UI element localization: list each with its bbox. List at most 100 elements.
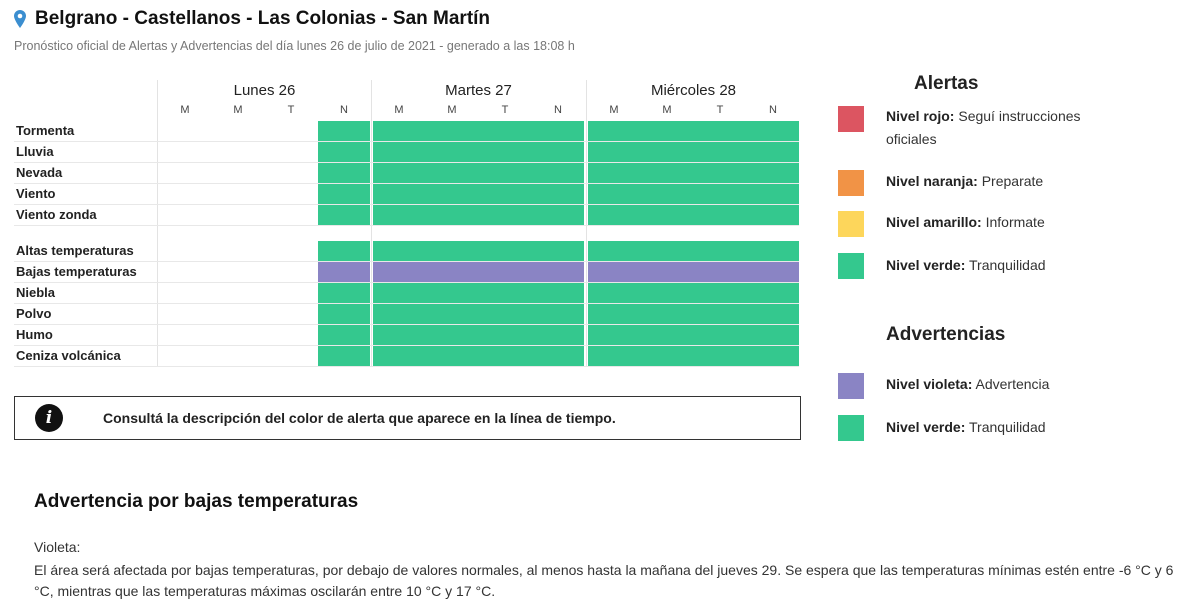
alert-cell-verde	[588, 283, 799, 303]
period-label: N	[554, 104, 562, 116]
alert-cell-verde	[373, 163, 584, 183]
alert-cell-verde	[588, 163, 799, 183]
alert-cell-verde	[588, 304, 799, 324]
row-divider	[14, 303, 799, 304]
day-header: Miércoles 28	[650, 82, 737, 99]
phenomenon-label: Viento	[16, 186, 56, 201]
period-label: N	[340, 104, 348, 116]
period-label: T	[716, 104, 724, 116]
period-label: T	[501, 104, 509, 116]
phenomenon-label: Tormenta	[16, 123, 75, 138]
alert-cell-verde	[588, 346, 799, 366]
alert-cell-verde	[588, 325, 799, 345]
row-divider	[14, 261, 799, 262]
legend-swatch-naranja	[838, 170, 864, 196]
label-divider	[157, 80, 158, 367]
legend-level-desc: Advertencia	[972, 376, 1050, 392]
alert-cell-violeta	[318, 262, 370, 282]
alert-cell-verde	[318, 304, 370, 324]
legend-item: Nivel naranja: Preparate	[886, 170, 1096, 193]
alert-cell-verde	[373, 283, 584, 303]
alert-cell-verde	[588, 205, 799, 225]
row-divider	[14, 204, 799, 205]
period-label: M	[609, 104, 619, 116]
legend-level-name: Nivel rojo:	[886, 108, 955, 124]
page-title: Belgrano - Castellanos - Las Colonias - …	[35, 8, 491, 29]
alert-cell-verde	[373, 325, 584, 345]
period-label: M	[662, 104, 672, 116]
info-text: Consultá la descripción del color de ale…	[103, 410, 616, 426]
phenomenon-label: Altas temperaturas	[16, 243, 134, 258]
info-icon: i	[35, 404, 63, 432]
phenomenon-label: Nevada	[16, 165, 63, 180]
forecast-subtitle: Pronóstico oficial de Alertas y Adverten…	[14, 39, 575, 53]
legend-item: Nivel violeta: Advertencia	[886, 373, 1096, 396]
row-divider	[14, 345, 799, 346]
day-divider	[586, 80, 587, 367]
advisory-body: El área será afectada por bajas temperat…	[34, 562, 1174, 599]
legend-item: Nivel rojo: Seguí instrucciones oficiale…	[886, 105, 1096, 151]
alert-cell-verde	[373, 241, 584, 261]
alert-cell-verde	[588, 184, 799, 204]
row-divider	[14, 183, 799, 184]
advisory-level: Violeta:	[34, 539, 81, 555]
phenomenon-label: Bajas temperaturas	[16, 264, 137, 279]
alert-cell-verde	[318, 325, 370, 345]
legend-swatch-verde	[838, 415, 864, 441]
advertencias-title: Advertencias	[886, 324, 1006, 345]
legend-item: Nivel verde: Tranquilidad	[886, 416, 1096, 439]
legend-level-name: Nivel verde:	[886, 419, 966, 435]
legend-level-desc: Preparate	[977, 173, 1044, 189]
legend-level-name: Nivel verde:	[886, 257, 966, 273]
phenomenon-label: Ceniza volcánica	[16, 348, 121, 363]
legend-swatch-violeta	[838, 373, 864, 399]
alert-cell-verde	[318, 346, 370, 366]
alert-cell-verde	[373, 346, 584, 366]
legend-swatch-verde	[838, 253, 864, 279]
legend-level-name: Nivel violeta:	[886, 376, 973, 392]
alert-cell-violeta	[373, 262, 584, 282]
period-label: M	[233, 104, 243, 116]
header: Belgrano - Castellanos - Las Colonias - …	[14, 6, 490, 32]
row-divider	[14, 141, 799, 142]
alert-cell-violeta	[588, 262, 799, 282]
row-divider	[14, 162, 799, 163]
row-divider	[14, 282, 799, 283]
phenomenon-label: Niebla	[16, 285, 56, 300]
alert-cell-verde	[318, 184, 370, 204]
period-label: M	[447, 104, 457, 116]
day-divider	[371, 80, 372, 367]
phenomenon-label: Viento zonda	[16, 207, 97, 222]
alert-cell-verde	[588, 121, 799, 141]
alert-cell-verde	[318, 283, 370, 303]
phenomenon-label: Polvo	[16, 306, 52, 321]
legend-level-desc: Tranquilidad	[965, 257, 1046, 273]
day-header: Lunes 26	[233, 82, 296, 99]
phenomenon-label: Humo	[16, 327, 53, 342]
legend-level-name: Nivel naranja:	[886, 173, 978, 189]
legend-item: Nivel verde: Tranquilidad	[886, 254, 1096, 277]
alert-cell-verde	[318, 241, 370, 261]
alertas-title: Alertas	[914, 73, 979, 94]
alert-cell-verde	[318, 205, 370, 225]
advisory-title: Advertencia por bajas temperaturas	[34, 491, 359, 512]
alert-cell-verde	[318, 163, 370, 183]
legend-level-desc: Informate	[981, 214, 1045, 230]
alert-cell-verde	[318, 121, 370, 141]
phenomenon-label: Lluvia	[16, 144, 54, 159]
row-divider	[14, 366, 799, 367]
period-label: M	[180, 104, 190, 116]
row-divider	[14, 324, 799, 325]
info-box: i Consultá la descripción del color de a…	[14, 396, 801, 440]
alert-cell-verde	[373, 184, 584, 204]
row-divider	[14, 225, 799, 226]
alert-cell-verde	[318, 142, 370, 162]
period-label: N	[769, 104, 777, 116]
location-pin-icon	[14, 10, 26, 28]
legend-swatch-rojo	[838, 106, 864, 132]
alert-cell-verde	[588, 241, 799, 261]
period-label: M	[394, 104, 404, 116]
legend-swatch-amarillo	[838, 211, 864, 237]
legend-level-desc: Seguí instrucciones oficiales	[886, 108, 1081, 147]
period-label: T	[287, 104, 295, 116]
